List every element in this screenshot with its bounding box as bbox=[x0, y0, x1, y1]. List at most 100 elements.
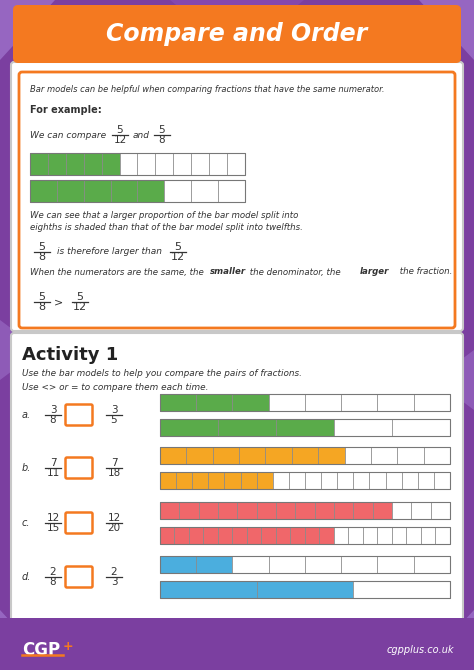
FancyBboxPatch shape bbox=[13, 5, 461, 63]
Bar bbox=[411, 502, 431, 519]
Bar bbox=[407, 527, 421, 544]
Bar bbox=[160, 447, 450, 464]
Bar bbox=[392, 419, 450, 436]
Text: 3: 3 bbox=[50, 405, 56, 415]
Bar bbox=[247, 527, 262, 544]
Bar bbox=[137, 180, 164, 202]
Polygon shape bbox=[170, 0, 304, 55]
Text: Use <> or = to compare them each time.: Use <> or = to compare them each time. bbox=[22, 383, 209, 393]
Bar bbox=[160, 581, 450, 598]
Text: CGP: CGP bbox=[22, 641, 60, 659]
FancyBboxPatch shape bbox=[65, 513, 92, 533]
Bar bbox=[199, 502, 218, 519]
Text: the fraction.: the fraction. bbox=[397, 267, 452, 277]
Bar bbox=[30, 153, 48, 175]
Bar bbox=[397, 447, 424, 464]
Bar bbox=[341, 394, 377, 411]
Text: cgpplus.co.uk: cgpplus.co.uk bbox=[386, 645, 454, 655]
Polygon shape bbox=[0, 610, 55, 670]
Bar bbox=[30, 153, 245, 175]
Bar bbox=[160, 502, 179, 519]
Bar bbox=[160, 447, 186, 464]
Text: 12: 12 bbox=[113, 135, 127, 145]
Text: b.: b. bbox=[22, 463, 31, 473]
Bar bbox=[179, 502, 199, 519]
Text: and: and bbox=[133, 131, 150, 139]
Bar bbox=[209, 472, 225, 489]
Text: 8: 8 bbox=[38, 252, 46, 262]
Bar bbox=[334, 419, 392, 436]
Text: 5: 5 bbox=[111, 415, 117, 425]
Bar bbox=[256, 502, 276, 519]
Bar bbox=[353, 502, 373, 519]
Bar bbox=[233, 527, 247, 544]
Text: larger: larger bbox=[360, 267, 389, 277]
Text: smaller: smaller bbox=[210, 267, 246, 277]
Text: >: > bbox=[54, 297, 63, 307]
Bar bbox=[241, 472, 256, 489]
Bar bbox=[176, 472, 192, 489]
Bar bbox=[196, 394, 233, 411]
Bar bbox=[392, 502, 411, 519]
Bar bbox=[173, 153, 191, 175]
Text: 20: 20 bbox=[108, 523, 120, 533]
Bar bbox=[305, 556, 341, 573]
Bar bbox=[218, 502, 237, 519]
Text: 8: 8 bbox=[38, 302, 46, 312]
Bar bbox=[160, 556, 450, 573]
Bar bbox=[337, 472, 353, 489]
Bar bbox=[160, 472, 176, 489]
Text: 18: 18 bbox=[108, 468, 120, 478]
Bar bbox=[377, 556, 414, 573]
Text: 12: 12 bbox=[108, 513, 120, 523]
Bar bbox=[401, 472, 418, 489]
Bar bbox=[160, 394, 450, 411]
Bar bbox=[233, 394, 269, 411]
Bar bbox=[273, 472, 289, 489]
Bar bbox=[227, 153, 245, 175]
Text: 3: 3 bbox=[111, 577, 117, 587]
Text: 2: 2 bbox=[50, 567, 56, 577]
Bar bbox=[203, 527, 218, 544]
Bar bbox=[0, 618, 474, 670]
FancyBboxPatch shape bbox=[65, 458, 92, 478]
Bar bbox=[209, 153, 227, 175]
Bar bbox=[160, 419, 450, 436]
Polygon shape bbox=[419, 610, 474, 670]
Bar bbox=[256, 472, 273, 489]
Text: 5: 5 bbox=[174, 242, 182, 252]
Bar bbox=[160, 556, 196, 573]
Bar bbox=[421, 527, 436, 544]
Text: 5: 5 bbox=[76, 292, 83, 302]
Bar bbox=[369, 472, 385, 489]
Bar bbox=[160, 472, 450, 489]
Text: 8: 8 bbox=[159, 135, 165, 145]
Bar bbox=[392, 527, 407, 544]
Text: 5: 5 bbox=[159, 125, 165, 135]
Bar bbox=[319, 527, 334, 544]
Text: Bar models can be helpful when comparing fractions that have the same numerator.: Bar models can be helpful when comparing… bbox=[30, 86, 384, 94]
Bar bbox=[289, 472, 305, 489]
Bar bbox=[276, 419, 334, 436]
Bar bbox=[174, 527, 189, 544]
Text: For example:: For example: bbox=[30, 105, 102, 115]
Bar bbox=[334, 527, 348, 544]
Bar bbox=[262, 527, 276, 544]
Bar bbox=[213, 447, 239, 464]
Bar bbox=[218, 419, 276, 436]
FancyBboxPatch shape bbox=[11, 62, 463, 331]
Bar bbox=[160, 502, 450, 519]
Text: We can see that a larger proportion of the bar model split into: We can see that a larger proportion of t… bbox=[30, 210, 298, 220]
Bar bbox=[269, 556, 305, 573]
Bar bbox=[160, 419, 218, 436]
Text: 8: 8 bbox=[50, 415, 56, 425]
Bar bbox=[192, 472, 209, 489]
Bar bbox=[160, 581, 256, 598]
Bar bbox=[218, 527, 233, 544]
Text: 3: 3 bbox=[111, 405, 117, 415]
Bar bbox=[233, 556, 269, 573]
FancyBboxPatch shape bbox=[19, 72, 455, 328]
FancyBboxPatch shape bbox=[65, 405, 92, 425]
Bar bbox=[119, 153, 137, 175]
Polygon shape bbox=[0, 320, 40, 380]
